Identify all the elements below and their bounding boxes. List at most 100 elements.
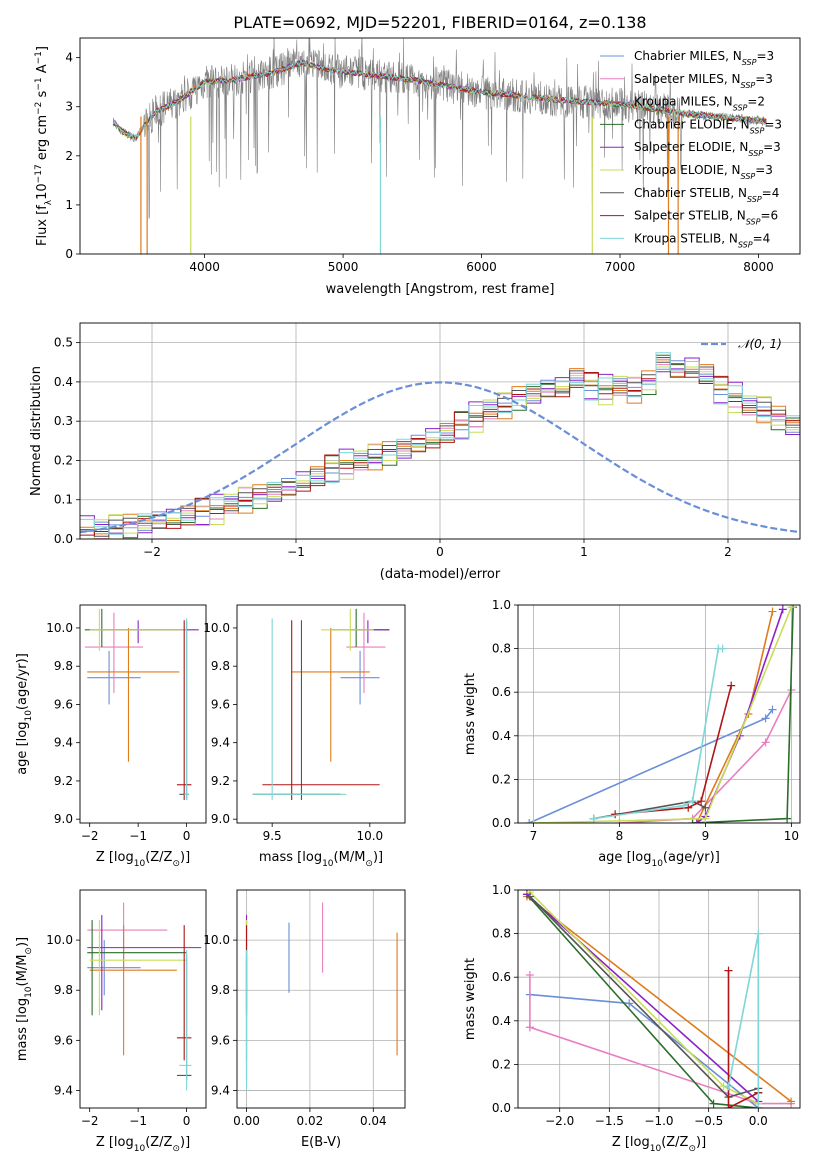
x-tick-label: −1 — [287, 545, 305, 559]
x-tick-label: 0 — [183, 1114, 191, 1128]
label-part: )] — [15, 937, 30, 947]
weight-marker — [783, 814, 792, 823]
legend-subscript: SSP — [750, 126, 765, 135]
label-part: (age/yr)] — [663, 850, 720, 865]
label-part: mass [log — [259, 850, 322, 865]
weight-marker — [529, 819, 538, 823]
weight-marker — [701, 814, 710, 823]
y-tick-label: 0.0 — [54, 532, 73, 546]
weight-marker — [692, 819, 701, 823]
legend-subscript: SSP — [733, 103, 748, 112]
x-tick-label: −0.5 — [694, 1114, 723, 1128]
x-tick-label: −1 — [129, 829, 147, 843]
weight-marker — [768, 607, 777, 616]
x-tick-label: 8 — [616, 829, 624, 843]
label-part: (Z/Z — [145, 850, 172, 865]
weight-marker — [768, 705, 777, 714]
weight-marker — [787, 605, 796, 612]
legend-subscript: SSP — [741, 172, 756, 181]
x-tick-label: 0 — [436, 545, 444, 559]
legend-label: Kroupa STELIB, N — [634, 231, 738, 245]
weight-marker — [688, 819, 697, 823]
axes-frame: −2 −1 0 1 2 0.0 0.1 0.2 0.3 0.4 0.5 — [54, 322, 801, 559]
x-tick-label: 10.0 — [356, 829, 383, 843]
axes-frame: 4000 5000 6000 7000 8000 0 1 2 3 4 — [65, 37, 801, 274]
y-tick-label: 9.2 — [211, 774, 230, 788]
weight-marker — [525, 819, 534, 823]
y-tick-label: 0.5 — [54, 336, 73, 350]
plot-area — [80, 352, 800, 539]
y-tick-label: 0 — [65, 247, 73, 261]
x-tick-label: −2 — [143, 545, 161, 559]
legend-subscript: SSP — [742, 58, 757, 67]
axes-frame: 7 8 9 10 0.0 0.2 0.4 0.6 0.8 1.0 — [492, 598, 801, 843]
weight-line — [727, 970, 759, 1108]
label-part: ⊙ — [172, 859, 180, 869]
y-tick-label: 0.0 — [492, 816, 511, 830]
x-axis-label: E(B-V) — [301, 1135, 341, 1150]
x-tick-label: −1.5 — [595, 1114, 624, 1128]
legend-label: Chabrier STELIB, N — [634, 186, 747, 200]
x-tick-label: 9 — [702, 829, 710, 843]
legend-tail: =4 — [762, 186, 780, 200]
axes-frame: −2 −1 0 9.0 9.2 9.4 9.6 9.8 10.0 — [46, 604, 207, 843]
y-tick-label: 1 — [65, 198, 73, 212]
weight-marker — [701, 803, 710, 812]
y-tick-label: 9.8 — [54, 983, 73, 997]
y-tick-label: 10.0 — [46, 621, 73, 635]
plot-area — [87, 902, 202, 1091]
label-part: 10 — [24, 710, 34, 722]
x-tick-label: 9.5 — [263, 829, 282, 843]
label-part: Z [log — [96, 850, 134, 865]
x-tick-label: 4000 — [189, 260, 220, 274]
label-part: Flux [f — [35, 205, 50, 246]
legend-entry: Kroupa MILES, NSSP=2 — [634, 95, 765, 113]
weight-marker — [525, 971, 534, 980]
legend-subscript: SSP — [748, 149, 763, 158]
y-tick-label: 10.0 — [203, 621, 230, 635]
y-tick-label: 0.2 — [492, 1057, 511, 1071]
y-tick-label: 0.8 — [492, 642, 511, 656]
y-axis-label: Normed distribution — [29, 366, 44, 496]
y-tick-label: 0.4 — [492, 729, 511, 743]
x-axis-label: Z [log10(Z/Z⊙)] — [612, 1135, 706, 1154]
label-part: (Z/Z — [145, 1135, 172, 1150]
y-tick-label: 1.0 — [492, 598, 511, 612]
y-tick-label: 1.0 — [492, 883, 511, 897]
x-axis-label: mass [log10(M/M⊙)] — [259, 850, 383, 869]
weight-marker — [761, 738, 770, 747]
y-tick-label: 9.4 — [54, 1083, 73, 1097]
residual-histogram-panel: −2 −1 0 1 2 0.0 0.1 0.2 0.3 0.4 0.5 𝒩(0, 1) (data-mo… — [29, 322, 801, 582]
weight-marker — [724, 966, 733, 975]
label-part: )] — [180, 850, 190, 865]
plot-area — [245, 902, 398, 1091]
y-tick-label: 9.2 — [54, 774, 73, 788]
axes-border — [79, 604, 207, 824]
legend-subscript: SSP — [738, 240, 753, 249]
y-tick-label: 9.0 — [54, 812, 73, 826]
legend-tail: =6 — [760, 209, 778, 223]
x-axis-label: (data-model)/error — [380, 567, 501, 582]
legend-entry: Chabrier MILES, NSSP=3 — [634, 49, 774, 67]
label-part: A — [35, 64, 50, 77]
y-tick-label: 0.4 — [492, 1014, 511, 1028]
y-axis-label: Flux [fλ10−17 erg cm−2 s−1 A−1] — [34, 46, 54, 246]
axes-border — [517, 604, 801, 824]
label-part: (Z/Z — [661, 1135, 688, 1150]
weight-marker — [727, 681, 736, 690]
weight-marker — [754, 929, 763, 938]
weight-line — [696, 611, 774, 823]
y-tick-label: 9.8 — [211, 983, 230, 997]
y-tick-label: 10.0 — [46, 933, 73, 947]
label-part: 10 — [24, 986, 34, 998]
x-tick-label: −2 — [81, 1114, 99, 1128]
spectrum-panel: 4000 5000 6000 7000 8000 0 1 2 3 4 wavelength [Ang… — [34, 37, 801, 297]
legend-label: Chabrier ELODIE, N — [634, 117, 750, 131]
y-tick-label: 2 — [65, 149, 73, 163]
legend-subscript: SSP — [747, 194, 762, 203]
y-tick-label: 0.8 — [492, 927, 511, 941]
label-part: ⊙ — [24, 947, 34, 955]
y-tick-label: 9.8 — [211, 659, 230, 673]
y-tick-label: 9.8 — [54, 659, 73, 673]
axes-border — [79, 322, 801, 540]
